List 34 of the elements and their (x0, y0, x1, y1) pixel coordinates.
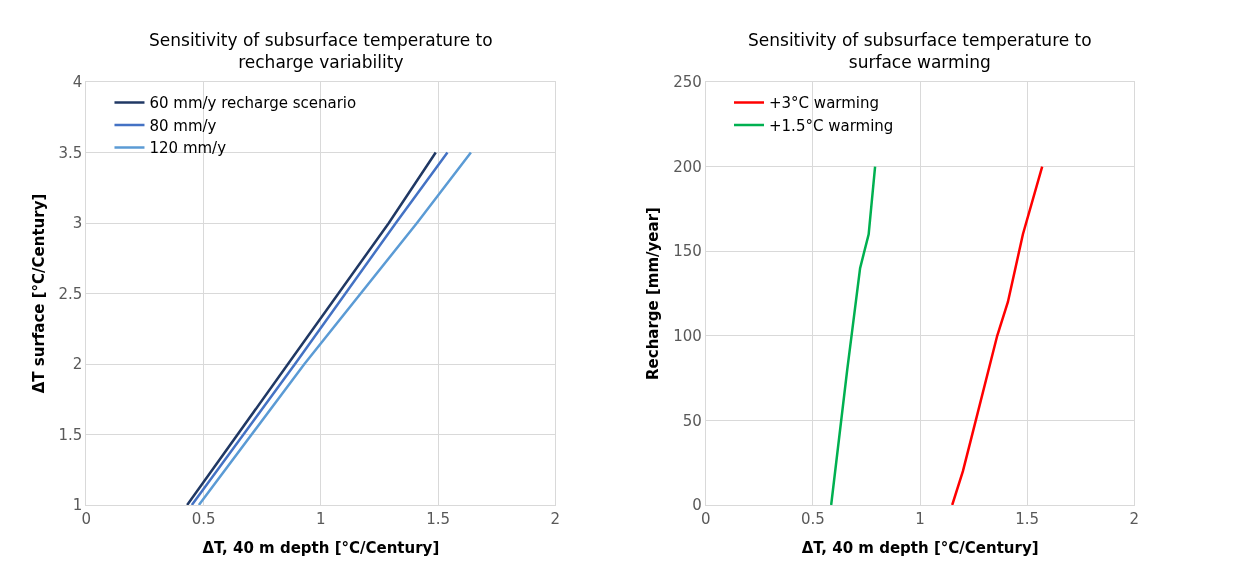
x-tick-label: 1.5 (426, 510, 450, 528)
x-tick-label: 1 (915, 510, 925, 528)
chart-title: Sensitivity of subsurface temperature to surface warming (748, 30, 1092, 73)
legend-label: +1.5°C warming (769, 116, 894, 135)
y-axis-title: Recharge [mm/year] (644, 207, 663, 380)
y-tick-label: 2 (72, 355, 83, 374)
y-tick-label: 1 (72, 496, 83, 515)
y-tick-label: 150 (673, 242, 702, 261)
legend-label: 80 mm/y (149, 116, 217, 135)
x-tick-label: 0.5 (801, 510, 825, 528)
y-tick-label: 200 (673, 157, 702, 176)
legend-label: 60 mm/y recharge scenario (149, 94, 357, 113)
x-axis-title: ΔT, 40 m depth [°C/Century] (801, 539, 1039, 557)
x-tick-label: 1.5 (1015, 510, 1040, 528)
legend-label: +3°C warming (769, 94, 880, 113)
x-tick-label: 0.5 (191, 510, 216, 528)
y-axis-title: ΔT surface [°C/Century] (29, 193, 48, 394)
y-tick-label: 3 (72, 214, 83, 233)
legend-label: 120 mm/y (149, 139, 227, 158)
x-tick-label: 1 (316, 510, 326, 528)
line-series (829, 165, 877, 505)
y-tick-label: 100 (673, 327, 702, 346)
y-tick-label: 3.5 (58, 143, 83, 162)
line-series (950, 165, 1044, 505)
y-tick-label: 50 (682, 411, 702, 430)
y-tick-label: 1.5 (58, 425, 83, 444)
y-tick-label: 4 (72, 73, 83, 92)
x-axis-title: ΔT, 40 m depth [°C/Century] (202, 539, 440, 557)
y-tick-label: 2.5 (58, 284, 83, 303)
y-tick-label: 250 (673, 73, 702, 92)
chart-title: Sensitivity of subsurface temperature to recharge variability (149, 30, 493, 73)
x-tick-label: 2 (1129, 510, 1140, 528)
x-tick-label: 2 (550, 510, 561, 528)
y-tick-label: 0 (692, 496, 702, 515)
